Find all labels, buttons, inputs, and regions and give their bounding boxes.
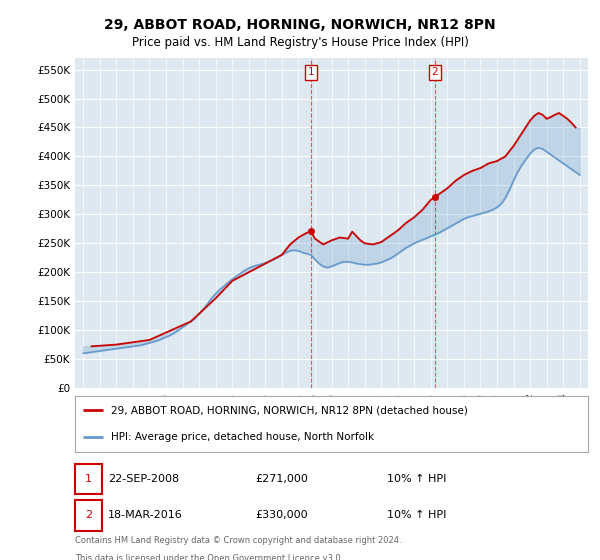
Text: Price paid vs. HM Land Registry's House Price Index (HPI): Price paid vs. HM Land Registry's House …	[131, 36, 469, 49]
Text: 18-MAR-2016: 18-MAR-2016	[108, 510, 183, 520]
Text: 1: 1	[85, 474, 92, 484]
Text: £271,000: £271,000	[255, 474, 308, 484]
Text: 29, ABBOT ROAD, HORNING, NORWICH, NR12 8PN (detached house): 29, ABBOT ROAD, HORNING, NORWICH, NR12 8…	[111, 405, 468, 416]
Text: 2: 2	[85, 510, 92, 520]
Text: £330,000: £330,000	[255, 510, 308, 520]
Text: 10% ↑ HPI: 10% ↑ HPI	[387, 474, 446, 484]
Text: 22-SEP-2008: 22-SEP-2008	[108, 474, 179, 484]
Text: HPI: Average price, detached house, North Norfolk: HPI: Average price, detached house, Nort…	[111, 432, 374, 442]
Text: Contains HM Land Registry data © Crown copyright and database right 2024.: Contains HM Land Registry data © Crown c…	[75, 536, 401, 545]
Text: 2: 2	[431, 67, 438, 77]
Text: 1: 1	[308, 67, 314, 77]
Text: This data is licensed under the Open Government Licence v3.0.: This data is licensed under the Open Gov…	[75, 554, 343, 560]
Text: 10% ↑ HPI: 10% ↑ HPI	[387, 510, 446, 520]
Text: 29, ABBOT ROAD, HORNING, NORWICH, NR12 8PN: 29, ABBOT ROAD, HORNING, NORWICH, NR12 8…	[104, 18, 496, 32]
